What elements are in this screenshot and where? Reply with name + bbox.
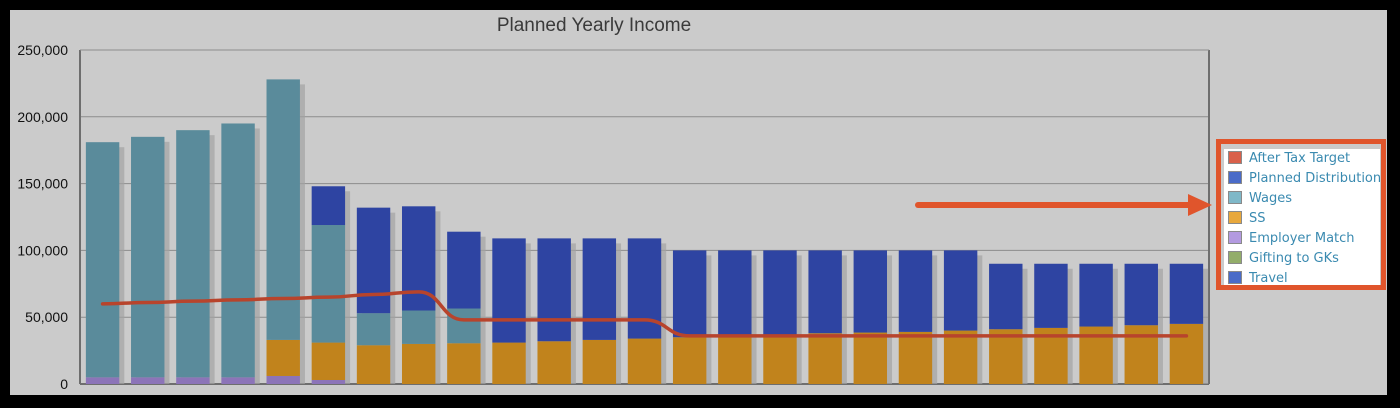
legend-item: Travel bbox=[1228, 270, 1288, 285]
bar-planned-distribution bbox=[989, 263, 1023, 330]
bar-employer-match bbox=[176, 377, 210, 384]
bar-planned-distribution bbox=[492, 238, 526, 343]
bar-wages bbox=[131, 136, 165, 378]
bar-ss bbox=[718, 335, 752, 384]
bar-planned-distribution bbox=[763, 250, 797, 335]
legend-swatch bbox=[1228, 231, 1242, 244]
bar-employer-match bbox=[221, 377, 255, 384]
legend-item: Employer Match bbox=[1228, 230, 1355, 248]
legend-item: After Tax Target bbox=[1228, 150, 1350, 168]
legend-label: Wages bbox=[1249, 191, 1293, 206]
bar-ss bbox=[537, 341, 571, 384]
bar-employer-match bbox=[266, 375, 300, 384]
bar-employer-match bbox=[131, 377, 165, 384]
bar-planned-distribution bbox=[1034, 263, 1068, 328]
legend-swatch bbox=[1228, 171, 1242, 184]
bar-ss bbox=[672, 337, 707, 384]
bar-planned-distribution bbox=[1079, 263, 1113, 327]
bar-ss bbox=[989, 329, 1023, 384]
bar-ss bbox=[808, 333, 842, 384]
line-after-tax-target bbox=[100, 290, 1189, 338]
bar-wages bbox=[356, 313, 391, 346]
legend-label: Travel bbox=[1249, 271, 1288, 285]
bar-planned-distribution bbox=[672, 250, 707, 338]
legend-label: Gifting to GKs bbox=[1249, 251, 1339, 266]
legend-label: After Tax Target bbox=[1249, 151, 1351, 166]
bar-planned-distribution bbox=[808, 250, 842, 334]
bar-ss bbox=[763, 334, 797, 384]
legend-item: Planned Distribution bbox=[1228, 170, 1380, 188]
legend-label: Employer Match bbox=[1249, 231, 1355, 246]
arrow-head bbox=[1188, 194, 1212, 216]
y-tick-label: 0 bbox=[60, 376, 68, 392]
bar-ss bbox=[1169, 323, 1204, 384]
y-tick-label: 250,000 bbox=[17, 42, 68, 58]
y-tick-label: 200,000 bbox=[17, 109, 68, 125]
after-tax-target-line bbox=[100, 290, 1189, 338]
bar-ss bbox=[853, 332, 888, 384]
bar-planned-distribution bbox=[943, 250, 978, 331]
bar-planned-distribution bbox=[853, 250, 888, 333]
chart-title: Planned Yearly Income bbox=[497, 15, 691, 36]
bar-wages bbox=[85, 142, 120, 378]
bar-wages bbox=[266, 79, 300, 340]
bar-wages bbox=[176, 130, 210, 378]
y-tick-label: 100,000 bbox=[17, 242, 68, 258]
legend-label: Planned Distribution bbox=[1249, 171, 1380, 186]
legend-label: SS bbox=[1249, 211, 1266, 226]
bar-planned-distribution bbox=[718, 250, 752, 336]
bar-planned-distribution bbox=[311, 186, 346, 226]
bar-ss bbox=[898, 331, 933, 384]
bar-ss bbox=[356, 345, 391, 384]
bar-planned-distribution bbox=[898, 250, 933, 332]
bar-planned-distribution bbox=[1124, 263, 1158, 326]
legend-swatch bbox=[1228, 211, 1242, 224]
bar-ss bbox=[447, 343, 481, 384]
bar-wages bbox=[311, 225, 346, 343]
bar-planned-distribution bbox=[356, 207, 391, 314]
y-tick-label: 150,000 bbox=[17, 176, 68, 192]
legend-swatch bbox=[1228, 191, 1242, 204]
bar-ss bbox=[492, 342, 526, 384]
bar-ss bbox=[311, 342, 346, 380]
legend-item: Gifting to GKs bbox=[1228, 250, 1339, 268]
bar-planned-distribution bbox=[447, 231, 481, 309]
y-tick-labels: 0 50,000 100,000 150,000 200,000 250,000 bbox=[17, 42, 68, 392]
bars bbox=[85, 79, 1209, 384]
bar-wages bbox=[221, 123, 255, 378]
bar-planned-distribution bbox=[582, 238, 617, 340]
bar-employer-match bbox=[311, 379, 346, 384]
legend-item: SS bbox=[1228, 210, 1266, 228]
bar-ss bbox=[582, 339, 617, 384]
legend-swatch bbox=[1228, 271, 1242, 284]
annotation-arrow bbox=[915, 194, 1212, 216]
bar-planned-distribution bbox=[537, 238, 571, 342]
bar-wages bbox=[447, 308, 481, 344]
bar-ss bbox=[943, 330, 978, 384]
bar-employer-match bbox=[85, 377, 120, 384]
bar-wages bbox=[401, 310, 436, 344]
legend-swatch bbox=[1228, 151, 1242, 164]
bar-ss bbox=[266, 339, 300, 376]
legend-item: Wages bbox=[1228, 190, 1292, 208]
legend: After Tax Target Planned Distribution Wage… bbox=[1224, 149, 1380, 285]
legend-box: After Tax Target Planned Distribution Wage… bbox=[1216, 139, 1386, 290]
bar-ss bbox=[401, 343, 436, 384]
legend-swatch bbox=[1228, 251, 1242, 264]
bar-ss bbox=[627, 338, 662, 384]
bar-ss bbox=[1124, 325, 1158, 384]
y-tick-label: 50,000 bbox=[25, 309, 68, 325]
bar-planned-distribution bbox=[1169, 263, 1204, 324]
